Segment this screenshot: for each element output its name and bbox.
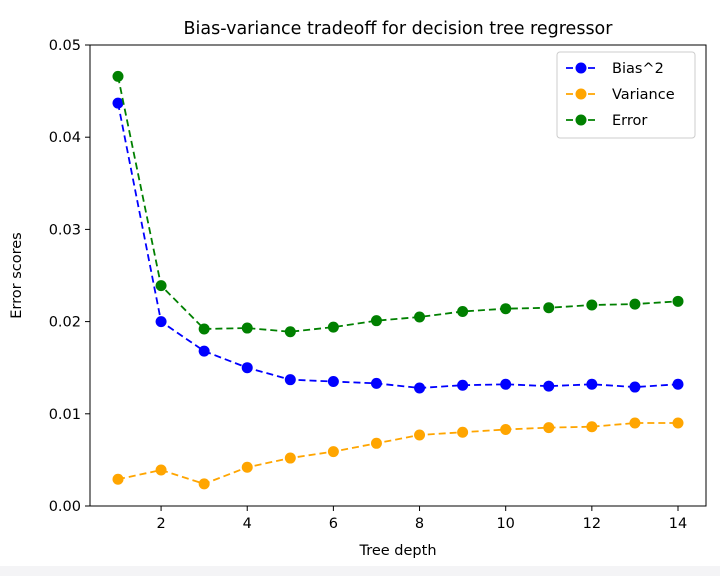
y-axis-title: Error scores [9,232,25,318]
plot-frame [89,44,707,507]
y-tick-label: 0.01 [49,407,81,423]
data-point-bias-2 [457,379,469,391]
data-point-bias-2 [112,97,124,109]
data-point-bias-2 [586,378,598,390]
data-point-variance [370,437,382,449]
series-error [112,70,684,338]
x-tick-label: 2 [156,516,165,532]
x-tick-label: 6 [329,516,338,532]
data-point-error [543,302,555,314]
chart-title: Bias-variance tradeoff for decision tree… [184,19,614,39]
data-point-error [629,298,641,310]
data-point-variance [327,446,339,458]
data-point-error [198,323,210,335]
data-point-bias-2 [327,376,339,388]
data-point-bias-2 [284,374,296,386]
data-point-error [370,315,382,327]
series-line-bias-2 [117,102,679,389]
legend-label-bias-2: Bias^2 [612,61,664,77]
data-point-bias-2 [543,380,555,392]
y-tick-label: 0.04 [49,130,81,146]
data-point-variance [457,426,469,438]
data-point-bias-2 [672,378,684,390]
series-bias-2 [112,97,684,394]
chart-legend: Bias^2 Variance Error [556,51,696,139]
data-point-error [457,305,469,317]
legend-marker-bias-2 [575,62,587,74]
data-point-variance [629,417,641,429]
y-tick-label: 0.05 [49,38,81,54]
ticks-layer: 2 4 6 8 10 12 14 0.00 0.01 0.02 0.03 0.04 0.05 [49,38,688,532]
x-axis-title: Tree depth [358,543,436,559]
legend-item-variance: Variance [566,87,675,103]
series-line-variance [117,422,678,485]
data-point-bias-2 [629,381,641,393]
y-tick-label: 0.02 [49,315,81,331]
data-point-variance [198,478,210,490]
data-point-error [327,321,339,333]
data-point-error [112,70,124,82]
data-point-bias-2 [500,378,512,390]
data-point-bias-2 [155,316,167,328]
series-variance [112,417,684,490]
data-point-variance [155,464,167,476]
data-point-error [414,311,426,323]
legend-marker-variance [575,88,587,100]
x-tick-label: 10 [496,516,514,532]
bottom-strip [0,566,720,576]
data-point-variance [414,429,426,441]
legend-label-error: Error [612,113,647,129]
series-line-error [117,76,679,333]
legend-label-variance: Variance [612,87,675,103]
data-point-error [586,299,598,311]
x-tick-label: 14 [669,516,687,532]
data-point-bias-2 [414,382,426,394]
data-point-error [241,322,253,334]
data-point-bias-2 [370,377,382,389]
legend-item-error: Error [566,113,647,129]
data-point-bias-2 [241,362,253,374]
legend-box [556,51,696,139]
data-point-variance [500,423,512,435]
legend-item-bias-2: Bias^2 [566,61,664,77]
data-point-error [155,280,167,292]
data-point-variance [672,417,684,429]
data-point-variance [543,422,555,434]
x-tick-label: 8 [415,516,424,532]
x-tick-label: 4 [243,516,252,532]
data-point-error [672,295,684,307]
data-point-variance [586,421,598,433]
data-point-variance [241,461,253,473]
series-layer [112,70,684,490]
legend-marker-error [575,114,587,126]
y-tick-label: 0.03 [49,222,81,238]
data-point-error [284,326,296,338]
data-point-variance [284,452,296,464]
data-point-bias-2 [198,345,210,357]
data-point-error [500,303,512,315]
data-point-variance [112,473,124,485]
x-tick-label: 12 [583,516,601,532]
y-tick-label: 0.00 [49,499,81,515]
